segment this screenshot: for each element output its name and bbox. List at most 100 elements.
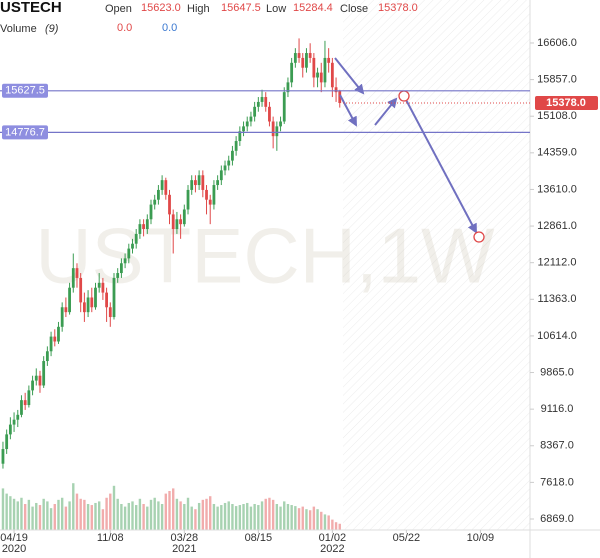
candle-body bbox=[227, 160, 231, 166]
volume-label: Volume bbox=[0, 23, 37, 35]
x-tick-label: 04/19 bbox=[0, 532, 28, 544]
volume-bar bbox=[338, 523, 341, 530]
candle-body bbox=[282, 92, 286, 122]
x-tick-label: 01/02 bbox=[319, 532, 347, 544]
candle-body bbox=[308, 53, 312, 58]
volume-bar bbox=[234, 506, 238, 530]
volume-bar bbox=[90, 505, 93, 530]
volume-bar bbox=[260, 501, 264, 530]
candle-body bbox=[42, 361, 46, 386]
volume-bar bbox=[183, 504, 186, 530]
candle-body bbox=[64, 307, 68, 313]
candle-body bbox=[268, 106, 271, 122]
candle-body bbox=[231, 150, 234, 161]
volume-bar bbox=[53, 504, 56, 530]
anchor-point bbox=[473, 231, 485, 243]
volume-bar bbox=[316, 509, 319, 530]
header-value: 15647.5 bbox=[221, 2, 261, 14]
candle-body bbox=[8, 424, 12, 435]
volume-bar bbox=[49, 508, 53, 530]
candle-body bbox=[86, 297, 90, 313]
anchor-point bbox=[398, 90, 410, 102]
arrow bbox=[403, 95, 477, 234]
candle-body bbox=[327, 57, 331, 63]
candle-body bbox=[256, 101, 260, 107]
candle-body bbox=[68, 287, 71, 313]
volume-bar bbox=[27, 499, 31, 530]
volume-bar bbox=[123, 506, 127, 530]
y-tick-label: 14359.0 bbox=[537, 147, 577, 159]
candle-body bbox=[138, 224, 142, 234]
y-tick-label: 8367.0 bbox=[540, 440, 574, 452]
y-tick-label: 6869.0 bbox=[540, 513, 574, 525]
y-tick-label: 16606.0 bbox=[537, 37, 577, 49]
candle-body bbox=[212, 185, 216, 205]
volume-bar bbox=[1, 488, 5, 530]
future-area bbox=[343, 0, 530, 530]
candle-body bbox=[253, 106, 257, 117]
candle-body bbox=[157, 189, 160, 200]
candle-body bbox=[293, 53, 297, 63]
y-tick-label: 15108.0 bbox=[537, 110, 577, 122]
candle-body bbox=[330, 62, 334, 88]
candle-body bbox=[297, 53, 301, 58]
candle-body bbox=[290, 62, 294, 83]
volume-bar bbox=[116, 498, 119, 530]
arrow bbox=[334, 57, 365, 95]
candle-body bbox=[82, 302, 86, 313]
candle-body bbox=[153, 199, 157, 205]
candle-body bbox=[20, 400, 23, 415]
candle-body bbox=[179, 219, 183, 225]
volume-bar bbox=[323, 514, 327, 530]
candle-body bbox=[60, 307, 64, 327]
y-tick-label: 11363.0 bbox=[538, 293, 577, 305]
volume-bar bbox=[38, 505, 42, 530]
volume-bar bbox=[157, 501, 160, 530]
candle-body bbox=[90, 297, 94, 308]
candle-body bbox=[194, 180, 197, 186]
volume-bar bbox=[205, 498, 208, 530]
plot: USTECH,1W bbox=[1, 38, 495, 530]
volume-bar bbox=[127, 502, 130, 530]
last-price-box bbox=[535, 96, 598, 111]
volume-bar bbox=[5, 493, 8, 530]
candle-body bbox=[94, 287, 97, 308]
candle-body bbox=[12, 419, 16, 425]
candle-body bbox=[279, 121, 282, 127]
y-tick-label: 10614.0 bbox=[537, 330, 577, 342]
volume-bar bbox=[109, 493, 112, 530]
volume-bar bbox=[220, 505, 223, 530]
candle-body bbox=[271, 121, 275, 137]
volume-bar bbox=[146, 506, 149, 530]
header-label: Open bbox=[105, 3, 132, 15]
candle-body bbox=[119, 263, 123, 274]
candle-body bbox=[242, 126, 245, 132]
volume-bar bbox=[334, 522, 338, 530]
candle-body bbox=[312, 57, 316, 78]
volume-bar bbox=[16, 501, 19, 530]
y-tick-label: 9865.0 bbox=[540, 366, 574, 378]
volume-bar bbox=[83, 499, 86, 530]
volume-bar bbox=[201, 499, 205, 530]
candle-body bbox=[219, 170, 223, 181]
candle-body bbox=[301, 57, 305, 68]
x-tick-label: 03/28 bbox=[171, 532, 199, 544]
year-label: 2020 bbox=[2, 543, 26, 555]
y-tick-label: 12112.0 bbox=[538, 257, 577, 269]
candle-body bbox=[1, 449, 5, 464]
x-tick-label: 05/22 bbox=[393, 532, 421, 544]
volume-bar bbox=[227, 501, 230, 530]
volume-bar bbox=[194, 509, 197, 530]
candle-body bbox=[216, 180, 220, 186]
candle-body bbox=[108, 307, 112, 318]
volume-bar bbox=[197, 502, 201, 530]
last-price-label: 15378.0 bbox=[546, 97, 586, 109]
volume-bar bbox=[223, 502, 227, 530]
candle-body bbox=[127, 248, 131, 259]
candle-body bbox=[38, 375, 42, 386]
volume-bar bbox=[331, 519, 334, 530]
candle-body bbox=[190, 180, 194, 190]
header-label: Close bbox=[340, 3, 368, 15]
volume-bar bbox=[97, 501, 101, 530]
volume-bar bbox=[131, 501, 134, 530]
